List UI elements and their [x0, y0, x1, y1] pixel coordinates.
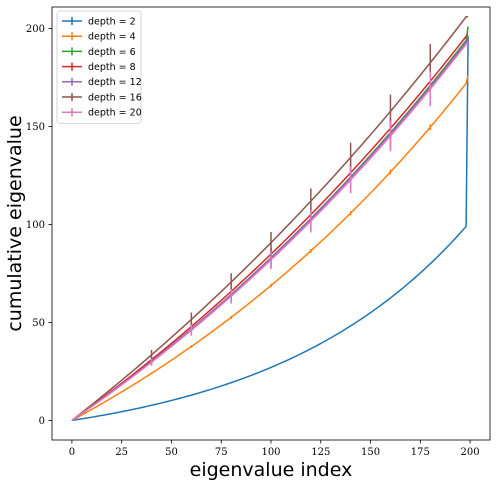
y-tick-label: 100 [26, 220, 45, 231]
x-tick-label: 25 [115, 447, 128, 458]
y-tick-label: 50 [32, 318, 45, 329]
x-tick-label: 0 [69, 447, 75, 458]
y-tick-label: 200 [26, 24, 45, 35]
x-tick-label: 175 [411, 447, 430, 458]
legend-label: depth = 2 [88, 16, 136, 27]
legend-label: depth = 12 [88, 77, 142, 88]
x-tick-label: 125 [311, 447, 330, 458]
series-line [71, 75, 469, 422]
x-tick-label: 200 [461, 447, 480, 458]
legend-label: depth = 8 [88, 62, 136, 73]
legend-label: depth = 20 [88, 108, 142, 119]
legend-label: depth = 6 [88, 47, 136, 58]
errorbar-layer [150, 44, 432, 406]
legend-box [56, 10, 142, 124]
y-tick-label: 150 [26, 122, 45, 133]
y-axis-title: cumulative eigenvalue [4, 115, 26, 331]
legend-label: depth = 16 [88, 92, 142, 103]
x-tick-label: 100 [261, 447, 280, 458]
x-axis: 0 25 50 75 100 125 150 175 200 [69, 440, 480, 458]
legend-label: depth = 4 [88, 32, 136, 43]
x-tick-label: 75 [215, 447, 228, 458]
y-tick-label: 0 [39, 416, 45, 427]
x-tick-label: 50 [165, 447, 178, 458]
x-tick-label: 150 [361, 447, 380, 458]
legend: depth = 2 depth = 4 depth = 6 depth = 8 dept… [56, 10, 142, 124]
y-axis: 0 50 100 150 200 [26, 24, 52, 427]
x-axis-title: eigenvalue index [190, 459, 353, 481]
